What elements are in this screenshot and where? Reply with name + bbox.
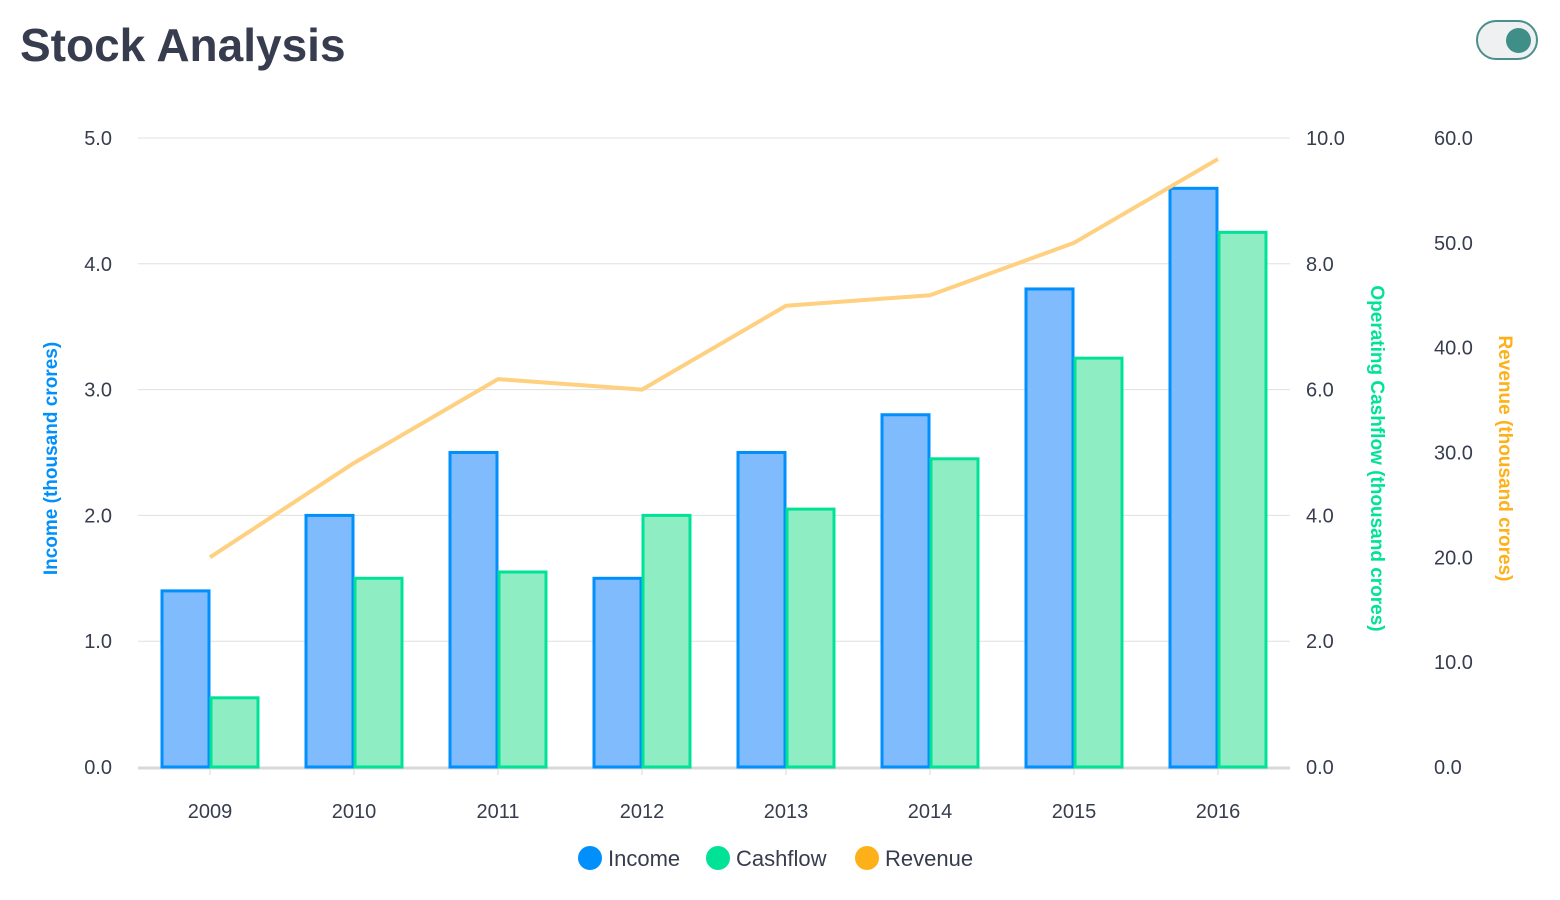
y-axis-title: Income (thousand crores)	[41, 342, 62, 575]
cashflow-bar[interactable]	[641, 513, 692, 769]
income-bar[interactable]	[448, 451, 499, 769]
cashflow-bar[interactable]	[785, 507, 836, 769]
income-bar[interactable]	[736, 451, 787, 769]
x-axis-tick-label: 2012	[620, 801, 665, 823]
x-axis-tick-label: 2014	[908, 801, 953, 823]
legend-label-revenue: Revenue	[885, 846, 973, 871]
y3-axis-tick-label: 0.0	[1434, 757, 1462, 779]
cashflow-bar[interactable]	[209, 696, 260, 769]
income-bar[interactable]	[160, 589, 211, 769]
y3-axis-tick-label: 40.0	[1434, 338, 1473, 360]
legend-marker-cashflow[interactable]	[706, 846, 730, 870]
y-axis-tick-label: 2.0	[84, 505, 112, 527]
y2-axis-tick-label: 6.0	[1306, 380, 1334, 402]
y-axis-tick-label: 5.0	[84, 128, 112, 150]
y3-axis-tick-label: 30.0	[1434, 443, 1473, 465]
y-axis-tick-label: 1.0	[84, 631, 112, 653]
y-axis-tick-label: 4.0	[84, 254, 112, 276]
income-bar[interactable]	[1168, 186, 1219, 769]
y3-axis-tick-label: 50.0	[1434, 233, 1473, 255]
y-axis-tick-label: 3.0	[84, 380, 112, 402]
y3-axis-tick-label: 20.0	[1434, 547, 1473, 569]
cashflow-bar[interactable]	[1073, 356, 1124, 769]
legend-marker-income[interactable]	[578, 846, 602, 870]
y2-axis-tick-label: 2.0	[1306, 631, 1334, 653]
x-axis-tick-label: 2013	[764, 801, 809, 823]
cashflow-bar[interactable]	[353, 576, 404, 769]
y2-axis-tick-label: 10.0	[1306, 128, 1345, 150]
x-axis-tick-label: 2009	[188, 801, 233, 823]
theme-toggle[interactable]	[1476, 20, 1538, 60]
y2-axis-title: Operating Cashflow (thousand crores)	[1366, 285, 1387, 631]
y2-axis-tick-label: 0.0	[1306, 757, 1334, 779]
y3-axis-tick-label: 10.0	[1434, 652, 1473, 674]
y-axis-tick-label: 0.0	[84, 757, 112, 779]
y2-axis-tick-label: 8.0	[1306, 254, 1334, 276]
x-axis-tick-label: 2010	[332, 801, 377, 823]
y2-axis-tick-label: 4.0	[1306, 505, 1334, 527]
legend-label-cashflow: Cashflow	[736, 846, 827, 871]
legend-label-income: Income	[608, 846, 680, 871]
toggle-knob	[1506, 28, 1531, 53]
revenue-line[interactable]	[208, 157, 1220, 560]
y3-axis-tick-label: 60.0	[1434, 128, 1473, 150]
x-axis-tick-label: 2016	[1196, 801, 1241, 823]
cashflow-bar[interactable]	[497, 570, 548, 769]
x-axis-tick-label: 2011	[476, 801, 519, 823]
income-bar[interactable]	[592, 576, 643, 769]
cashflow-bar[interactable]	[1217, 230, 1268, 769]
cashflow-bar[interactable]	[929, 457, 980, 769]
page-title: Stock Analysis	[20, 19, 346, 71]
legend-marker-revenue[interactable]	[855, 846, 879, 870]
income-bar[interactable]	[1024, 287, 1075, 769]
y3-axis-title: Revenue (thousand crores)	[1494, 336, 1515, 582]
income-bar[interactable]	[304, 513, 355, 769]
income-bar[interactable]	[880, 413, 931, 769]
x-axis-tick-label: 2015	[1052, 801, 1097, 823]
